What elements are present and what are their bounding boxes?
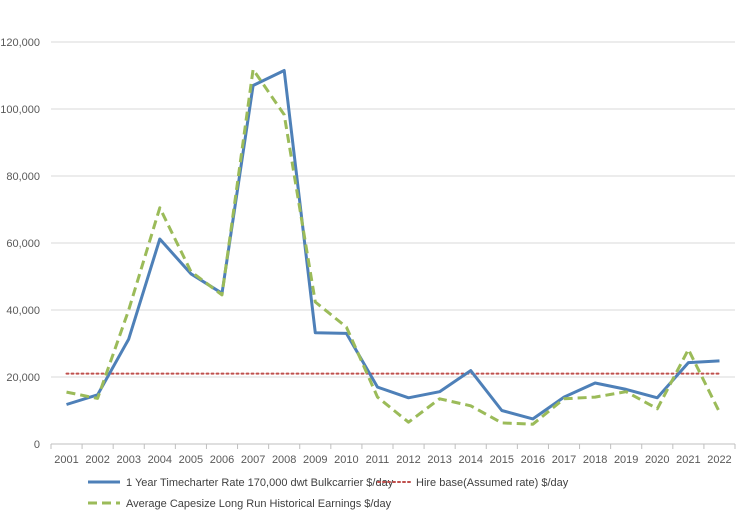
y-tick-label: 40,000 (6, 305, 40, 317)
x-tick-label: 2003 (116, 454, 140, 466)
x-axis: 2001 2002 2003 2004 2005 2006 2007 2008 2009 2010… (50, 443, 736, 466)
x-tick-label: 2018 (583, 454, 607, 466)
y-tick-label: 60,000 (6, 238, 40, 250)
legend: 1 Year Timecharter Rate 170,000 dwt Bulk… (88, 477, 569, 510)
x-tick-label: 2009 (303, 454, 327, 466)
x-tick-label: 2015 (490, 454, 514, 466)
y-tick-label: 100,000 (0, 104, 40, 116)
series-line-0 (66, 69, 720, 421)
x-tick-label: 2020 (645, 454, 669, 466)
y-tick-label: 20,000 (6, 372, 40, 384)
x-tick-label: 2010 (334, 454, 358, 466)
gridlines (51, 41, 735, 378)
series-lines (65, 68, 721, 426)
x-tick-label: 2019 (614, 454, 638, 466)
x-tick-label: 2011 (366, 454, 390, 466)
x-tick-label: 2007 (241, 454, 265, 466)
legend-label-1: Hire base(Assumed rate) $/day (416, 477, 569, 489)
legend-label-2: Average Capesize Long Run Historical Ear… (126, 498, 392, 510)
y-tick-label: 120,000 (0, 37, 40, 49)
x-tick-label: 2004 (148, 454, 172, 466)
x-tick-label: 2017 (552, 454, 576, 466)
y-tick-label: 0 (34, 439, 40, 451)
legend-label-0: 1 Year Timecharter Rate 170,000 dwt Bulk… (126, 477, 394, 489)
y-axis: 0 20,000 40,000 60,000 80,000 100,000 120,000 (0, 37, 40, 451)
x-tick-label: 2014 (458, 454, 482, 466)
x-tick-label: 2016 (521, 454, 545, 466)
x-tick-label: 2008 (272, 454, 296, 466)
x-tick-label: 2012 (396, 454, 420, 466)
x-tick-label: 2022 (707, 454, 731, 466)
x-tick-label: 2002 (85, 454, 109, 466)
x-tick-label: 2021 (676, 454, 700, 466)
y-tick-label: 80,000 (6, 171, 40, 183)
x-tick-label: 2013 (427, 454, 451, 466)
series-line-2 (66, 68, 721, 426)
x-tick-label: 2005 (179, 454, 203, 466)
x-tick-label: 2006 (210, 454, 234, 466)
x-tick-label: 2001 (54, 454, 78, 466)
